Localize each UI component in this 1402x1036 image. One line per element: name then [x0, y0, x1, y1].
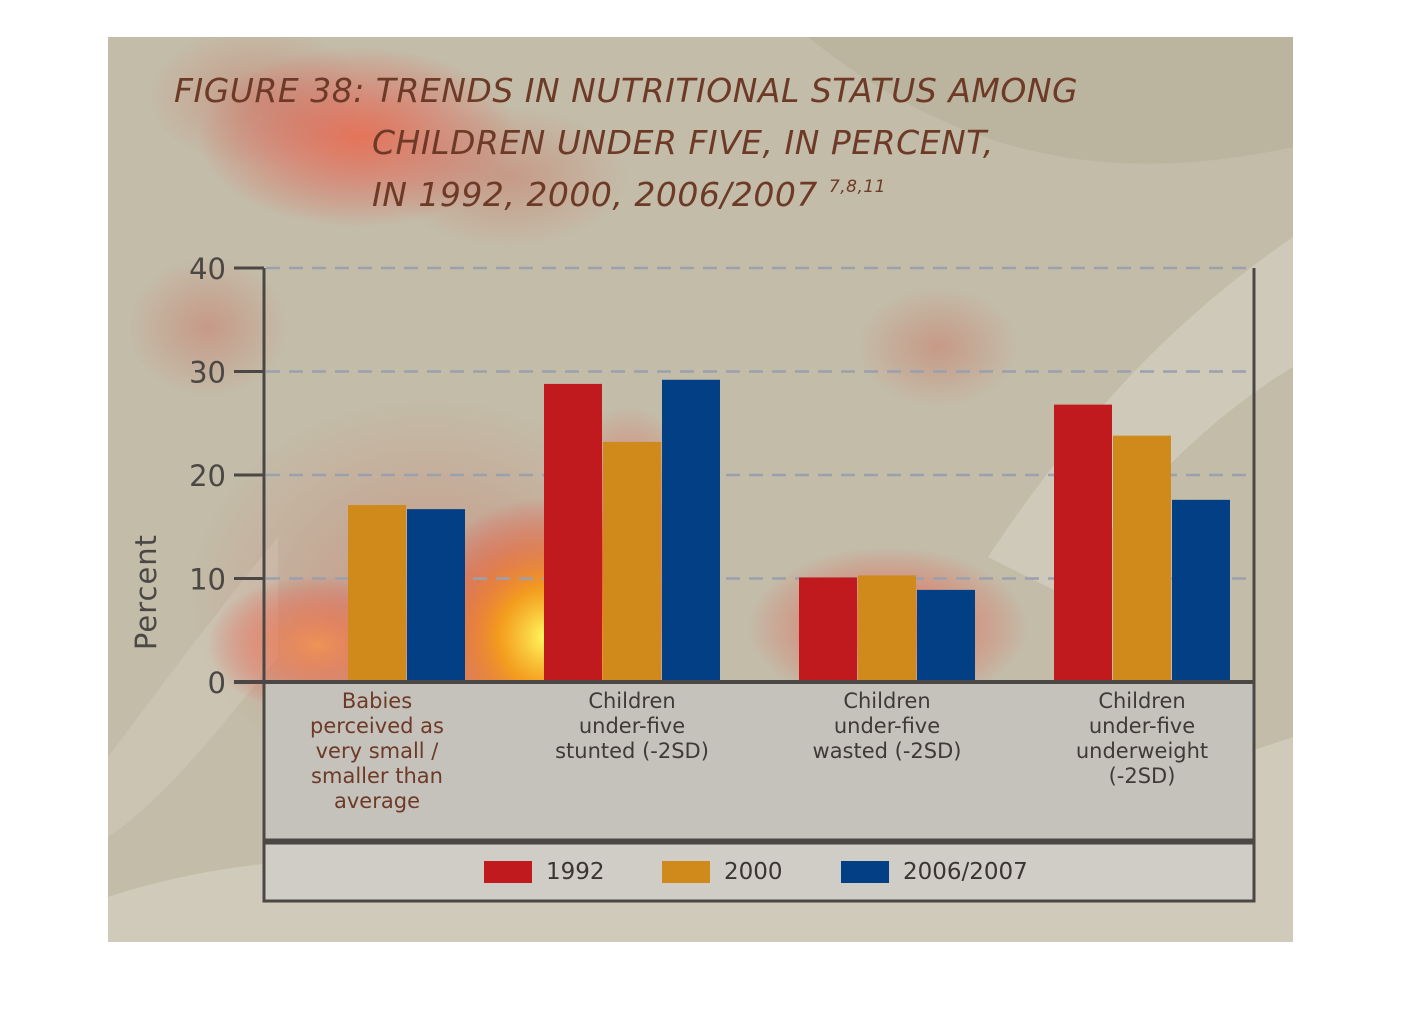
legend-swatch — [484, 861, 532, 883]
y-tick-label: 30 — [189, 356, 226, 390]
x-category-label-line: Babies — [341, 689, 413, 713]
x-category-label-line: wasted (-2SD) — [812, 739, 962, 763]
legend-item: 2006/2007 — [841, 859, 1028, 885]
x-category-label: Babies perceived as very small / smaller th… — [277, 689, 477, 814]
chart-title-line-1: FIGURE 38: TRENDS IN NUTRITIONAL STATUS … — [174, 71, 1079, 110]
bar-1992-cat2 — [544, 383, 602, 682]
x-category-label-line: under-five — [578, 714, 686, 738]
x-category-label-line: Children — [588, 689, 676, 713]
bar-2006-2007-cat4 — [1172, 499, 1230, 682]
bar-2006-2007-cat3 — [917, 589, 975, 682]
chart-title-line-3-text: IN 1992, 2000, 2006/2007 — [372, 175, 818, 214]
x-category-label: Children under-five wasted (-2SD) — [787, 689, 987, 764]
x-category-label: Children under-five underweight (-2SD) — [1042, 689, 1242, 789]
y-tick-label: 20 — [189, 459, 226, 493]
x-category-label-line: Children — [843, 689, 931, 713]
x-category-label: Children under-five stunted (-2SD) — [532, 689, 732, 764]
legend-swatch — [662, 861, 710, 883]
chart-title-line-3: IN 1992, 2000, 2006/2007 7,8,11 — [372, 175, 886, 214]
chart-title-line-2: CHILDREN UNDER FIVE, IN PERCENT, — [372, 123, 994, 162]
legend-swatch — [841, 861, 889, 883]
legend-label: 1992 — [546, 859, 605, 885]
bar-1992-cat4 — [1054, 404, 1112, 682]
x-category-label-line: smaller than — [311, 764, 443, 788]
x-category-label-line: very small / — [315, 739, 439, 763]
legend-label: 2000 — [724, 859, 783, 885]
y-tick-label: 40 — [189, 252, 226, 286]
x-category-label-line: average — [334, 789, 420, 813]
bar-2006-2007-cat1 — [407, 509, 465, 682]
x-category-label-line: perceived as — [310, 714, 444, 738]
x-category-label-line: stunted (-2SD) — [555, 739, 709, 763]
y-axis-label: Percent — [129, 534, 163, 650]
x-category-label-line: Children — [1098, 689, 1186, 713]
bar-2000-cat3 — [858, 575, 916, 682]
legend-item: 1992 — [484, 859, 605, 885]
x-category-label-line: under-five — [833, 714, 941, 738]
bar-2006-2007-cat2 — [662, 379, 720, 682]
legend-item: 2000 — [662, 859, 783, 885]
bar-2000-cat4 — [1113, 435, 1171, 682]
x-category-label-line: (-2SD) — [1108, 764, 1176, 788]
bar-1992-cat3 — [799, 577, 857, 682]
bar-2000-cat2 — [603, 441, 661, 682]
legend-label: 2006/2007 — [903, 859, 1028, 885]
y-tick-label: 10 — [189, 563, 226, 597]
y-tick-label: 0 — [208, 666, 226, 700]
bar-chart: 0 10 20 30 40 Percent — [129, 252, 1256, 903]
category-label-panel — [262, 680, 1256, 842]
legend-panel — [262, 841, 1256, 903]
chart-title-superscript: 7,8,11 — [828, 177, 886, 197]
x-category-label-line: underweight — [1075, 739, 1209, 763]
x-category-label-line: under-five — [1088, 714, 1196, 738]
figure-panel: FIGURE 38: TRENDS IN NUTRITIONAL STATUS … — [108, 37, 1293, 942]
bar-2000-cat1 — [348, 505, 406, 682]
